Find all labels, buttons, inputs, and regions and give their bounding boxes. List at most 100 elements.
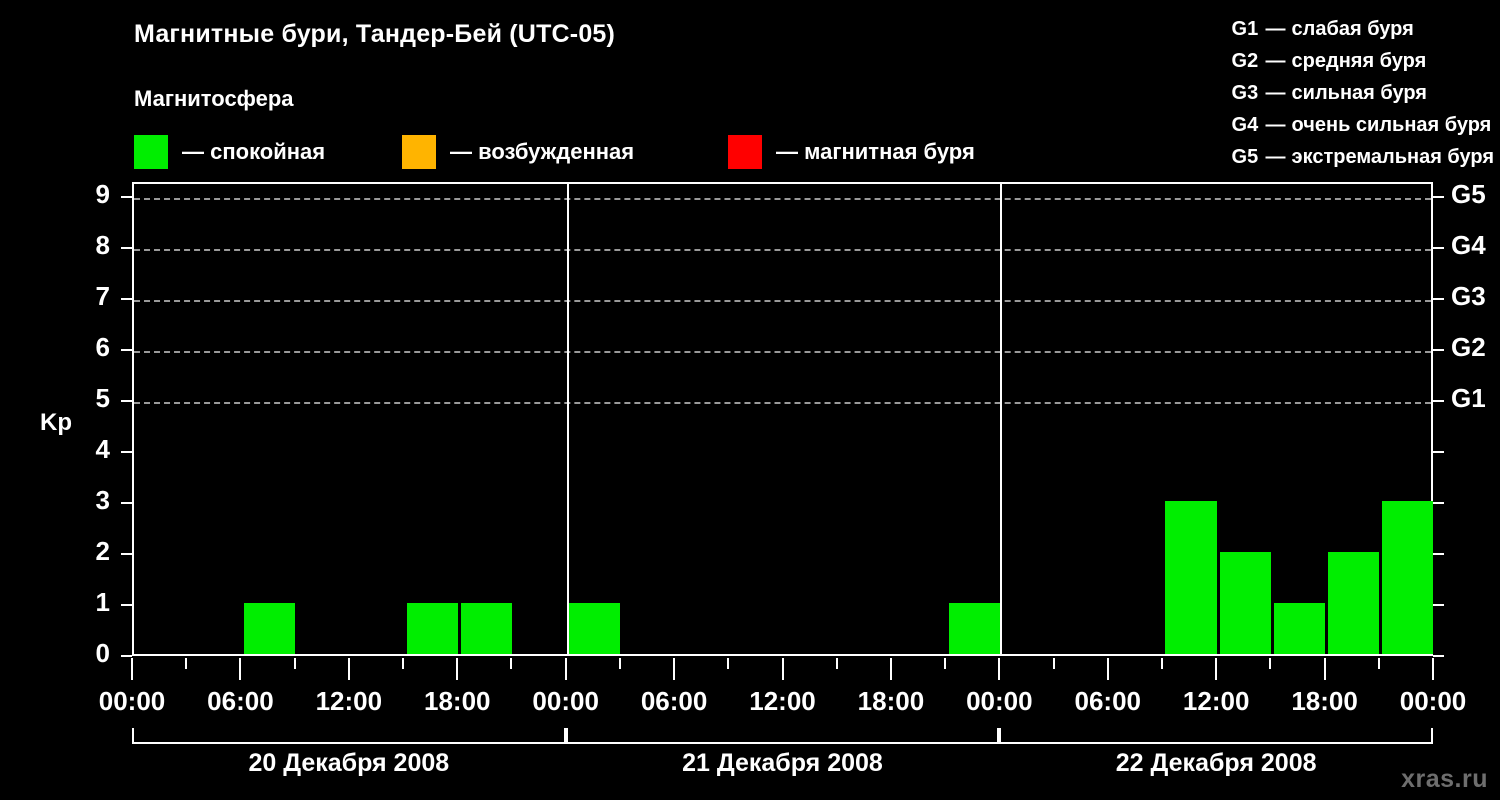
- legend-swatch-storm: [728, 135, 762, 169]
- y-tick-label-2: 2: [95, 536, 110, 567]
- bar-kp: [948, 603, 1000, 654]
- legend-label-storm: — магнитная буря: [776, 139, 975, 164]
- legend-item-active: — возбужденная: [402, 133, 634, 171]
- x-tick-label-7: 18:00: [857, 686, 925, 716]
- bar-series: [134, 184, 1434, 654]
- y-tick-label-7: 7: [95, 281, 110, 312]
- y-tick-8: [121, 247, 132, 250]
- y-tick-3: [121, 502, 132, 505]
- y-tick-7: [121, 298, 132, 301]
- g-scale-dash: —: [1265, 50, 1286, 72]
- x-tick-label-9: 06:00: [1074, 686, 1142, 716]
- x-tick-label-2: 12:00: [315, 686, 383, 716]
- y-right-tick-5: [1433, 400, 1444, 403]
- x-tick-label-8: 00:00: [966, 686, 1033, 716]
- y-right-label-g1: G1: [1451, 383, 1486, 414]
- y-right-tick-4: [1433, 451, 1444, 454]
- x-tick-major-6: [239, 658, 242, 680]
- g-scale-row-g5: G5 — экстремальная буря: [1232, 141, 1494, 173]
- x-tick-major-54: [1106, 658, 1109, 680]
- x-tick-minor-21: [510, 658, 513, 669]
- x-tick-minor-3: [185, 658, 188, 669]
- y-tick-label-9: 9: [95, 179, 110, 210]
- x-tick-minor-45: [944, 658, 947, 669]
- x-tick-label-5: 06:00: [640, 686, 708, 716]
- y-tick-label-1: 1: [95, 587, 110, 618]
- day-separator-1: [566, 184, 569, 654]
- g-scale-row-g4: G4 — очень сильная буря: [1232, 109, 1494, 141]
- bar-kp: [460, 603, 512, 654]
- legend-label-quiet: — спокойная: [182, 139, 326, 164]
- y-right-label-g3: G3: [1451, 281, 1486, 312]
- y-right-tick-7: [1433, 298, 1444, 301]
- y-right-label-g5: G5: [1451, 179, 1486, 210]
- legend-item-storm: — магнитная буря: [728, 133, 975, 171]
- x-tick-major-36: [781, 658, 784, 680]
- date-label-1: 21 Декабря 2008: [682, 749, 883, 777]
- gridline-kp-7: [134, 300, 1431, 303]
- legend-item-quiet: — спокойная: [134, 133, 325, 171]
- x-tick-minor-39: [835, 658, 838, 669]
- y-right-tick-1: [1433, 604, 1444, 607]
- x-tick-label-6: 12:00: [749, 686, 816, 716]
- day-separator-2: [1000, 184, 1003, 654]
- y-right-tick-6: [1433, 349, 1444, 352]
- plot-area: [132, 182, 1434, 656]
- x-tick-major-12: [347, 658, 350, 680]
- y-tick-0: [121, 655, 132, 657]
- g-scale-code-g1: G1: [1231, 18, 1259, 40]
- y-tick-label-6: 6: [95, 332, 110, 363]
- x-tick-label-11: 18:00: [1291, 686, 1358, 716]
- x-tick-minor-63: [1269, 658, 1272, 669]
- y-axis-title: Kp: [40, 409, 72, 436]
- y-right-label-g2: G2: [1451, 332, 1486, 363]
- y-tick-9: [121, 196, 132, 199]
- g-scale-row-g2: G2 — средняя буря: [1232, 45, 1494, 77]
- x-tick-major-24: [564, 658, 567, 680]
- x-tick-minor-15: [402, 658, 405, 669]
- g-scale-code-g5: G5: [1231, 146, 1259, 168]
- x-tick-minor-69: [1377, 658, 1380, 669]
- y-tick-label-8: 8: [95, 230, 110, 261]
- bar-kp: [243, 603, 296, 654]
- x-tick-label-12: 00:00: [1399, 686, 1467, 716]
- y-tick-label-5: 5: [95, 383, 110, 414]
- page-title: Магнитные бури, Тандер-Бей (UTC-05): [134, 20, 616, 48]
- g-scale-row-g1: G1 — слабая буря: [1232, 13, 1494, 45]
- x-tick-major-66: [1323, 658, 1326, 680]
- y-right-tick-9: [1433, 196, 1444, 199]
- x-tick-major-30: [673, 658, 676, 680]
- gridline-kp-6: [134, 351, 1431, 354]
- g-scale-desc-g4: очень сильная буря: [1291, 114, 1492, 136]
- x-tick-label-4: 00:00: [532, 686, 599, 716]
- watermark: xras.ru: [1401, 765, 1488, 793]
- g-scale-dash: —: [1265, 18, 1286, 40]
- y-right-label-g4: G4: [1451, 230, 1486, 261]
- magnetosphere-heading: Магнитосфера: [134, 86, 294, 111]
- x-tick-minor-57: [1160, 658, 1163, 669]
- y-tick-label-4: 4: [95, 434, 110, 465]
- x-tick-major-0: [131, 658, 133, 680]
- g-scale-dash: —: [1265, 114, 1286, 136]
- date-label-2: 22 Декабря 2008: [1115, 749, 1317, 777]
- g-scale-legend: G1— слабая буря G2— средняя буря G3— сильная …: [1232, 13, 1494, 173]
- g-scale-code-g3: G3: [1231, 82, 1259, 104]
- g-scale-desc-g3: сильная буря: [1291, 82, 1427, 104]
- x-tick-label-3: 18:00: [424, 686, 491, 716]
- y-right-tick-3: [1433, 502, 1444, 505]
- g-scale-desc-g2: средняя буря: [1291, 50, 1427, 72]
- y-tick-4: [121, 451, 132, 454]
- x-tick-minor-33: [727, 658, 730, 669]
- bar-kp: [569, 603, 621, 654]
- y-right-tick-8: [1433, 247, 1444, 250]
- y-right-tick-2: [1433, 553, 1444, 556]
- y-tick-6: [121, 349, 132, 352]
- y-tick-label-3: 3: [95, 485, 110, 516]
- bar-kp: [1219, 552, 1271, 654]
- g-scale-dash: —: [1265, 146, 1286, 168]
- x-tick-label-1: 06:00: [207, 686, 274, 716]
- y-tick-5: [121, 400, 132, 403]
- g-scale-code-g2: G2: [1231, 50, 1259, 72]
